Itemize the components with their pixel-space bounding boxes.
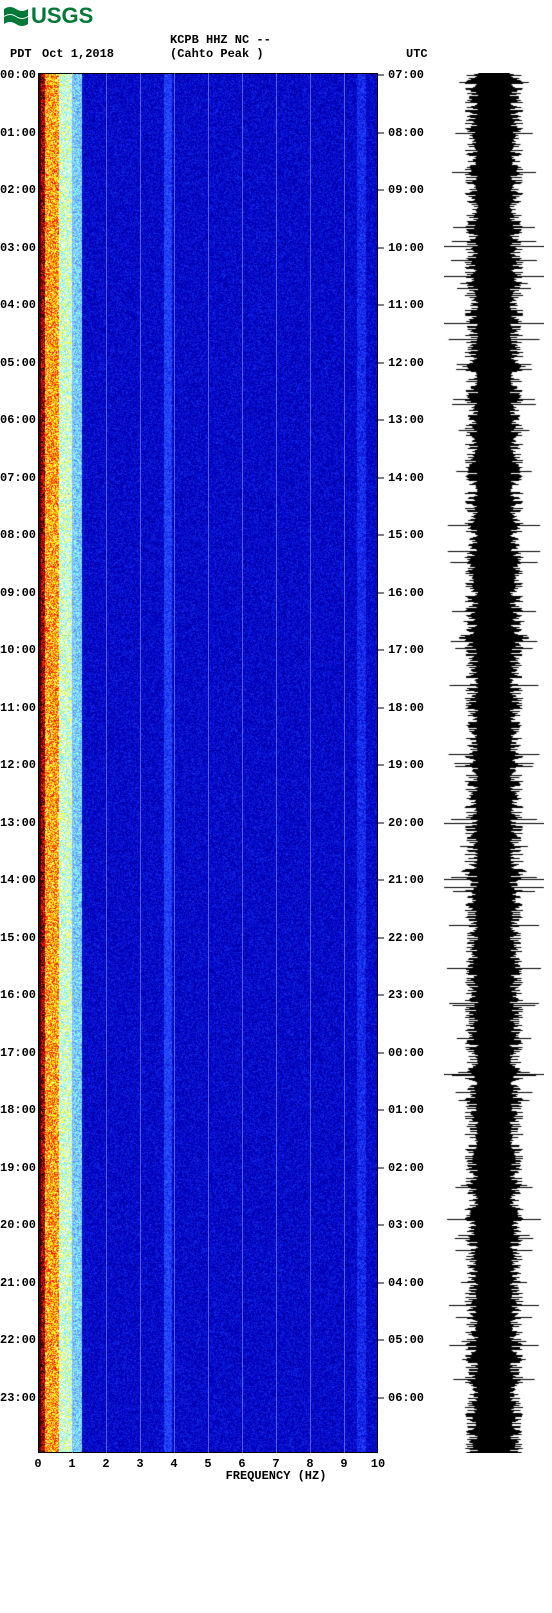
y-tick-mark xyxy=(378,1225,384,1226)
y-tick-mark xyxy=(378,132,384,133)
y-tick-right: 06:00 xyxy=(388,1391,424,1405)
y-tick-right: 10:00 xyxy=(388,241,424,255)
y-tick-left: 21:00 xyxy=(0,1276,36,1290)
y-tick-mark xyxy=(378,1052,384,1053)
y-tick-right: 02:00 xyxy=(388,1161,424,1175)
y-tick-left: 19:00 xyxy=(0,1161,36,1175)
y-tick-right: 00:00 xyxy=(388,1046,424,1060)
usgs-logo-text: USGS xyxy=(31,3,93,27)
y-tick-right: 14:00 xyxy=(388,471,424,485)
y-tick-right: 05:00 xyxy=(388,1333,424,1347)
y-tick-mark xyxy=(378,362,384,363)
date-label: Oct 1,2018 xyxy=(42,47,114,61)
y-tick-mark xyxy=(378,1397,384,1398)
y-tick-left: 06:00 xyxy=(0,413,36,427)
y-tick-mark xyxy=(378,822,384,823)
y-tick-left: 05:00 xyxy=(0,356,36,370)
y-tick-right: 21:00 xyxy=(388,873,424,887)
gridline xyxy=(174,73,175,1453)
tz-left-label: PDT xyxy=(10,47,32,61)
y-tick-right: 07:00 xyxy=(388,68,424,82)
y-tick-left: 04:00 xyxy=(0,298,36,312)
y-tick-mark xyxy=(378,995,384,996)
y-tick-left: 15:00 xyxy=(0,931,36,945)
y-tick-left: 07:00 xyxy=(0,471,36,485)
y-tick-mark xyxy=(378,420,384,421)
chart-header: KCPB HHZ NC -- PDT Oct 1,2018 (Cahto Pea… xyxy=(0,31,552,71)
y-tick-left: 08:00 xyxy=(0,528,36,542)
y-tick-mark xyxy=(378,937,384,938)
gridline xyxy=(72,73,73,1453)
gridline xyxy=(140,73,141,1453)
y-tick-right: 04:00 xyxy=(388,1276,424,1290)
usgs-logo: USGS xyxy=(0,0,552,31)
gridline xyxy=(106,73,107,1453)
y-tick-right: 12:00 xyxy=(388,356,424,370)
y-tick-left: 16:00 xyxy=(0,988,36,1002)
gridline xyxy=(208,73,209,1453)
y-tick-left: 20:00 xyxy=(0,1218,36,1232)
y-tick-right: 13:00 xyxy=(388,413,424,427)
y-tick-left: 11:00 xyxy=(0,701,36,715)
y-tick-mark xyxy=(378,247,384,248)
tz-right-label: UTC xyxy=(406,47,428,61)
waveform xyxy=(444,73,544,1453)
y-tick-left: 12:00 xyxy=(0,758,36,772)
y-tick-mark xyxy=(378,880,384,881)
y-tick-right: 03:00 xyxy=(388,1218,424,1232)
station-code: KCPB HHZ NC -- xyxy=(170,33,271,47)
plot-area: 012345678910 FREQUENCY (HZ) 00:0001:0002… xyxy=(0,73,552,1485)
y-tick-mark xyxy=(378,1340,384,1341)
y-tick-right: 11:00 xyxy=(388,298,424,312)
y-tick-mark xyxy=(378,592,384,593)
y-tick-right: 22:00 xyxy=(388,931,424,945)
gridline xyxy=(242,73,243,1453)
y-tick-left: 13:00 xyxy=(0,816,36,830)
y-tick-mark xyxy=(378,305,384,306)
y-tick-mark xyxy=(378,190,384,191)
y-tick-mark xyxy=(378,1282,384,1283)
y-tick-left: 17:00 xyxy=(0,1046,36,1060)
y-tick-left: 09:00 xyxy=(0,586,36,600)
y-tick-right: 17:00 xyxy=(388,643,424,657)
y-tick-mark xyxy=(378,1110,384,1111)
gridline xyxy=(310,73,311,1453)
y-tick-mark xyxy=(378,650,384,651)
y-tick-right: 09:00 xyxy=(388,183,424,197)
y-tick-left: 10:00 xyxy=(0,643,36,657)
y-tick-left: 23:00 xyxy=(0,1391,36,1405)
y-tick-right: 18:00 xyxy=(388,701,424,715)
y-tick-mark xyxy=(378,707,384,708)
y-tick-right: 19:00 xyxy=(388,758,424,772)
y-tick-right: 16:00 xyxy=(388,586,424,600)
y-tick-right: 15:00 xyxy=(388,528,424,542)
y-tick-mark xyxy=(378,75,384,76)
location-label: (Cahto Peak ) xyxy=(170,47,264,61)
gridline xyxy=(276,73,277,1453)
y-tick-left: 01:00 xyxy=(0,126,36,140)
y-tick-mark xyxy=(378,1167,384,1168)
y-tick-left: 22:00 xyxy=(0,1333,36,1347)
y-tick-left: 00:00 xyxy=(0,68,36,82)
y-tick-right: 20:00 xyxy=(388,816,424,830)
y-tick-mark xyxy=(378,535,384,536)
gridline xyxy=(344,73,345,1453)
y-tick-mark xyxy=(378,477,384,478)
y-tick-left: 02:00 xyxy=(0,183,36,197)
y-tick-mark xyxy=(378,765,384,766)
y-tick-left: 14:00 xyxy=(0,873,36,887)
y-tick-right: 23:00 xyxy=(388,988,424,1002)
y-tick-right: 01:00 xyxy=(388,1103,424,1117)
y-tick-left: 18:00 xyxy=(0,1103,36,1117)
x-axis-label: FREQUENCY (HZ) xyxy=(0,1469,552,1483)
y-tick-left: 03:00 xyxy=(0,241,36,255)
y-tick-right: 08:00 xyxy=(388,126,424,140)
